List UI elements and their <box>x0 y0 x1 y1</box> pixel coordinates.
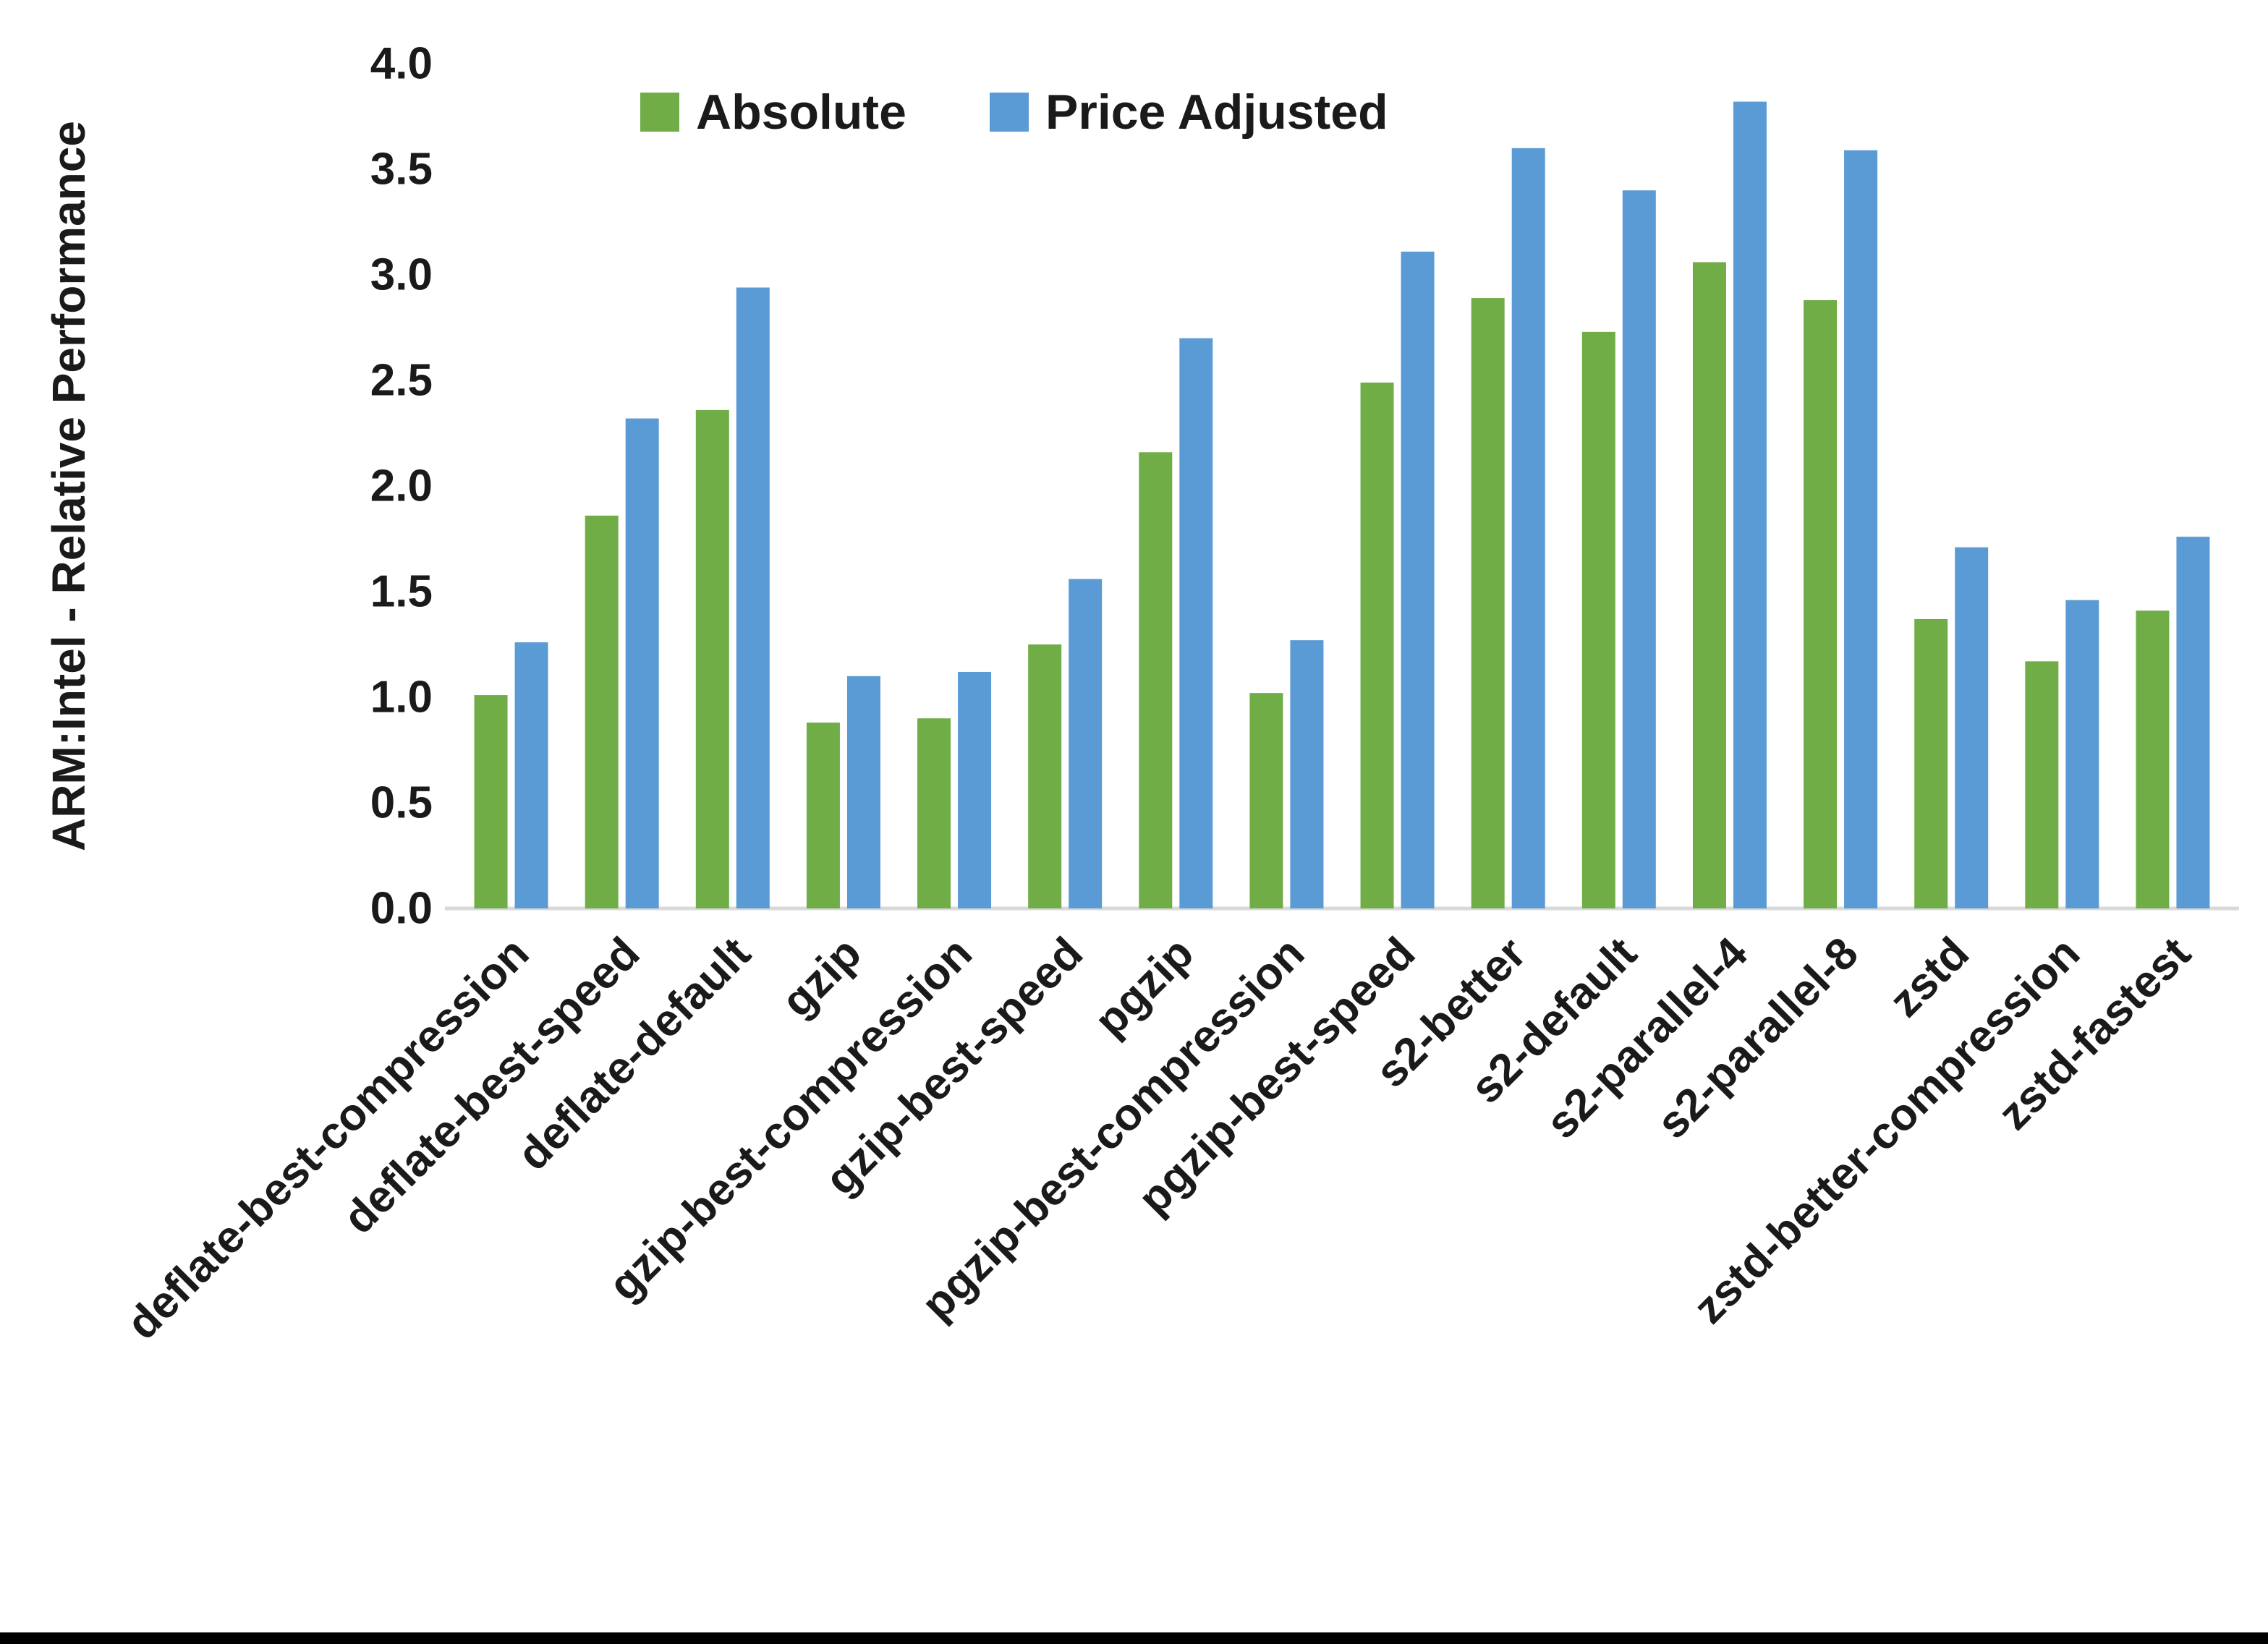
bar-absolute <box>585 515 619 908</box>
bar-price-adjusted <box>1401 251 1435 908</box>
x-category-label: zstd <box>1880 928 1979 1026</box>
bar-price-adjusted <box>1622 190 1656 908</box>
bar-price-adjusted <box>958 671 992 908</box>
x-category-label: zstd-fastest <box>1989 928 2200 1139</box>
bar-absolute <box>1028 644 1062 908</box>
screenshot-bottom-border <box>0 1632 2268 1644</box>
bar-price-adjusted <box>1069 579 1103 908</box>
x-category-label: deflate-best-compression <box>117 928 538 1349</box>
y-tick-label: 0.5 <box>370 778 433 828</box>
y-axis-title: ARM:Intel - Relative Performance <box>43 121 95 851</box>
bar-price-adjusted <box>846 676 880 908</box>
y-tick-label: 2.0 <box>370 461 433 511</box>
y-tick-label: 1.5 <box>370 567 433 617</box>
bar-price-adjusted <box>1844 150 1878 909</box>
legend-swatch-price-adjusted <box>990 93 1029 132</box>
y-tick-label: 1.0 <box>370 673 433 723</box>
bar-absolute <box>2136 610 2170 908</box>
bar-absolute <box>917 718 951 908</box>
bar-absolute <box>1692 262 1726 909</box>
legend-label: Absolute <box>696 85 906 140</box>
bar-absolute <box>1360 382 1394 908</box>
bar-price-adjusted <box>625 418 659 908</box>
bar-price-adjusted <box>2176 537 2210 908</box>
bar-absolute <box>1139 452 1173 908</box>
x-category-label: gzip <box>772 928 870 1026</box>
bar-absolute <box>1914 618 1948 908</box>
y-tick-label: 4.0 <box>370 39 433 89</box>
legend-label: Price Adjusted <box>1045 85 1388 140</box>
bar-absolute <box>1581 331 1615 909</box>
bar-absolute <box>2025 661 2059 908</box>
bar-absolute <box>695 409 729 908</box>
y-tick-label: 3.5 <box>370 145 433 195</box>
bar-price-adjusted <box>1955 547 1989 908</box>
bar-absolute <box>806 723 840 908</box>
bar-absolute <box>1804 300 1838 908</box>
bar-absolute <box>1471 298 1505 908</box>
y-tick-label: 3.0 <box>370 250 433 300</box>
bar-price-adjusted <box>1733 101 1767 908</box>
bar-price-adjusted <box>514 642 548 908</box>
bar-price-adjusted <box>1290 640 1324 908</box>
bar-price-adjusted <box>1179 338 1213 909</box>
bar-price-adjusted <box>2065 600 2099 908</box>
bar-absolute <box>1249 693 1283 908</box>
y-tick-label: 0.0 <box>370 884 433 934</box>
bar-absolute <box>474 695 508 908</box>
bar-price-adjusted <box>736 287 770 908</box>
y-tick-label: 2.5 <box>370 356 433 406</box>
legend-swatch-absolute <box>640 93 679 132</box>
bar-price-adjusted <box>1511 148 1545 908</box>
